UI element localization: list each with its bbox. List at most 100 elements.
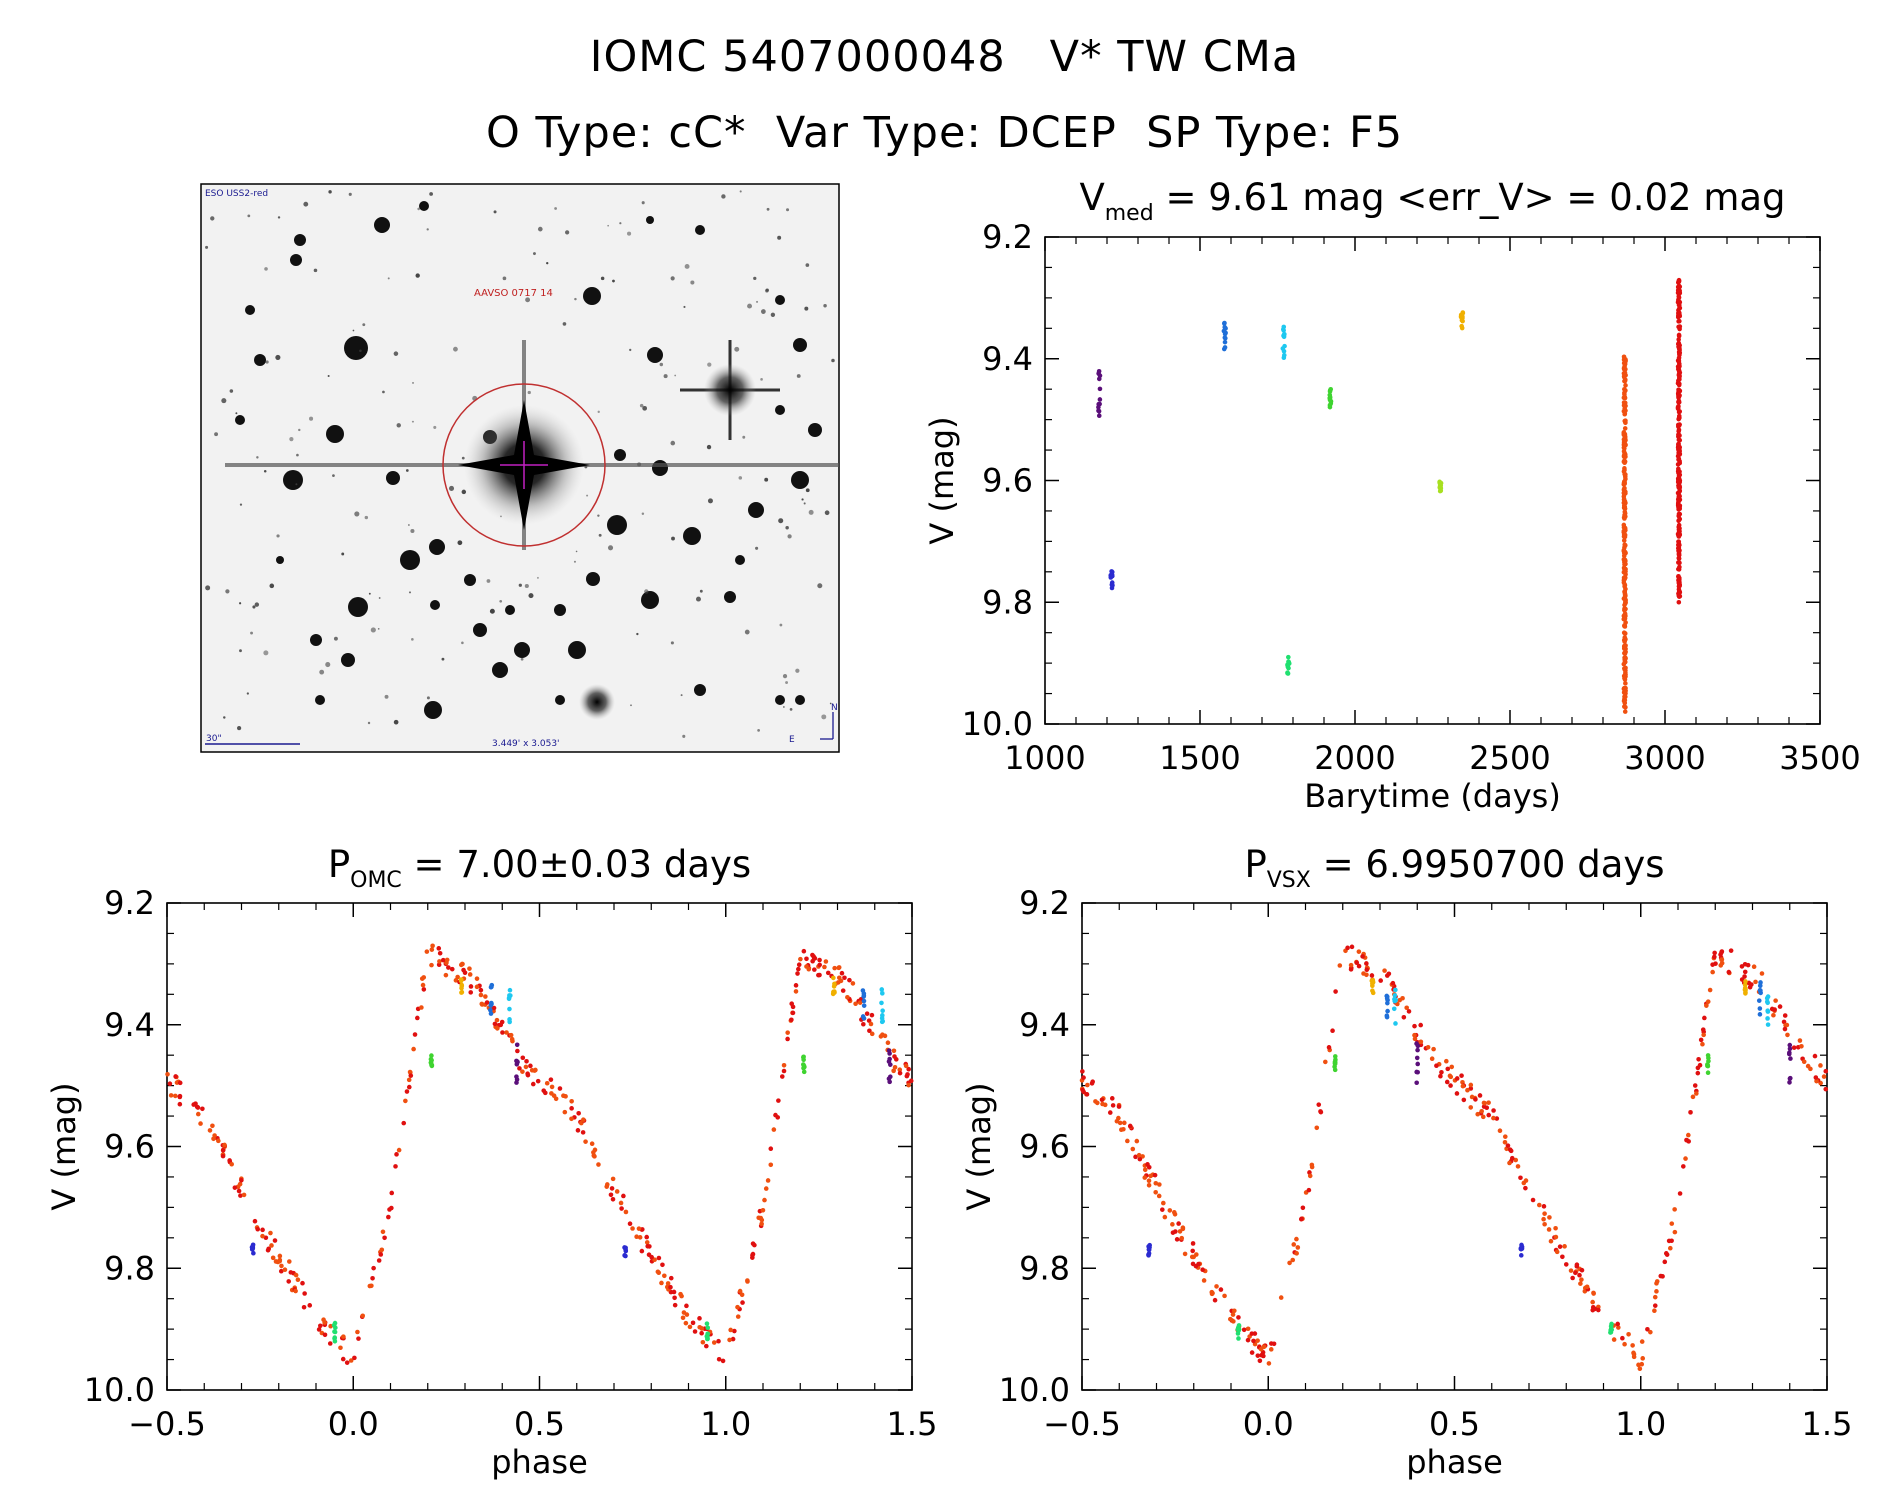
data-point <box>776 1098 781 1103</box>
data-point <box>860 1014 866 1019</box>
faint-star <box>636 632 639 636</box>
data-point <box>1316 1102 1322 1107</box>
faint-star <box>747 303 752 309</box>
data-point <box>1667 1245 1673 1251</box>
data-point <box>371 1265 376 1271</box>
field-star <box>464 574 476 586</box>
data-point <box>1630 1343 1635 1348</box>
data-point <box>1621 490 1627 496</box>
data-point <box>1573 1270 1578 1276</box>
faint-star <box>448 485 455 491</box>
data-point <box>1676 340 1682 346</box>
data-point <box>437 950 443 956</box>
field-star <box>583 287 601 305</box>
data-point <box>1818 1063 1823 1068</box>
data-point <box>1518 1253 1524 1258</box>
faint-star <box>586 494 589 497</box>
data-point <box>229 1161 234 1167</box>
faint-star <box>671 536 675 541</box>
data-point <box>1677 448 1682 453</box>
data-point <box>836 975 842 981</box>
data-point <box>1675 476 1681 482</box>
data-point <box>1406 1009 1412 1014</box>
x-tick-label: 2000 <box>1314 739 1395 777</box>
data-point <box>1327 392 1333 398</box>
data-point <box>1261 1353 1266 1359</box>
data-point <box>1281 333 1286 339</box>
faint-star <box>525 297 531 303</box>
data-point <box>1676 358 1682 363</box>
data-point <box>1623 420 1628 426</box>
data-point <box>1562 1244 1567 1249</box>
data-point <box>1249 1331 1255 1336</box>
faint-star <box>289 437 294 442</box>
data-point <box>1773 998 1778 1003</box>
data-point <box>415 1015 420 1021</box>
data-point <box>1812 1053 1818 1059</box>
data-point <box>177 1101 183 1107</box>
data-point <box>232 1185 238 1190</box>
data-point <box>507 1006 512 1012</box>
data-point <box>1622 378 1627 384</box>
data-point <box>532 1068 537 1073</box>
figure-title: IOMC 5407000048 V* TW CMa <box>589 32 1300 82</box>
data-point <box>1823 1086 1829 1092</box>
data-point <box>1675 366 1681 372</box>
data-point <box>429 947 435 952</box>
data-point <box>562 1109 568 1115</box>
data-point <box>823 959 829 964</box>
data-point <box>1156 1193 1162 1199</box>
data-point <box>1676 505 1681 510</box>
x-axis-label: phase <box>491 1443 588 1481</box>
faint-star <box>642 405 648 411</box>
data-point <box>1327 404 1333 410</box>
faint-star <box>785 525 789 530</box>
data-point <box>1542 1221 1547 1227</box>
faint-star <box>426 228 429 231</box>
data-point <box>195 1105 201 1110</box>
data-point <box>1541 1216 1546 1222</box>
faint-star <box>348 192 352 196</box>
data-point <box>740 1300 745 1305</box>
data-point <box>630 1226 635 1231</box>
data-point <box>468 984 474 989</box>
data-point <box>530 1081 536 1087</box>
data-point <box>1622 690 1627 696</box>
data-point <box>1146 1178 1152 1184</box>
data-point <box>1621 557 1627 562</box>
data-point <box>1621 403 1627 408</box>
field-star <box>793 338 807 352</box>
figure-subtitle: O Type: cC* Var Type: DCEP SP Type: F5 <box>485 108 1404 158</box>
data-point <box>1702 1015 1707 1021</box>
data-point <box>647 1244 652 1249</box>
data-point <box>200 1106 205 1112</box>
data-point <box>1621 538 1627 543</box>
data-point <box>1764 999 1770 1004</box>
data-point <box>1095 1100 1100 1106</box>
data-point <box>1414 1041 1419 1046</box>
faint-star <box>265 360 269 364</box>
data-point <box>1222 345 1228 350</box>
data-point <box>1677 451 1683 457</box>
data-point <box>1712 950 1717 956</box>
faint-star <box>235 412 238 415</box>
faint-star <box>247 214 251 218</box>
data-point <box>1291 1242 1297 1247</box>
faint-star <box>532 252 536 256</box>
x-tick-label: −0.5 <box>128 1405 206 1443</box>
faint-star <box>518 583 522 587</box>
data-point <box>1364 961 1369 966</box>
data-point <box>1255 1353 1261 1358</box>
x-tick-label: −0.5 <box>1043 1405 1121 1443</box>
data-point <box>1756 998 1762 1003</box>
data-point <box>1385 1008 1390 1014</box>
data-point <box>535 1078 541 1084</box>
faint-star <box>405 469 409 472</box>
faint-star <box>574 297 577 301</box>
data-point <box>687 1324 693 1330</box>
data-point <box>1201 1278 1207 1283</box>
data-point <box>906 1066 911 1072</box>
data-point <box>1626 1331 1631 1337</box>
data-point <box>1640 1356 1646 1361</box>
data-point <box>1330 1028 1335 1034</box>
